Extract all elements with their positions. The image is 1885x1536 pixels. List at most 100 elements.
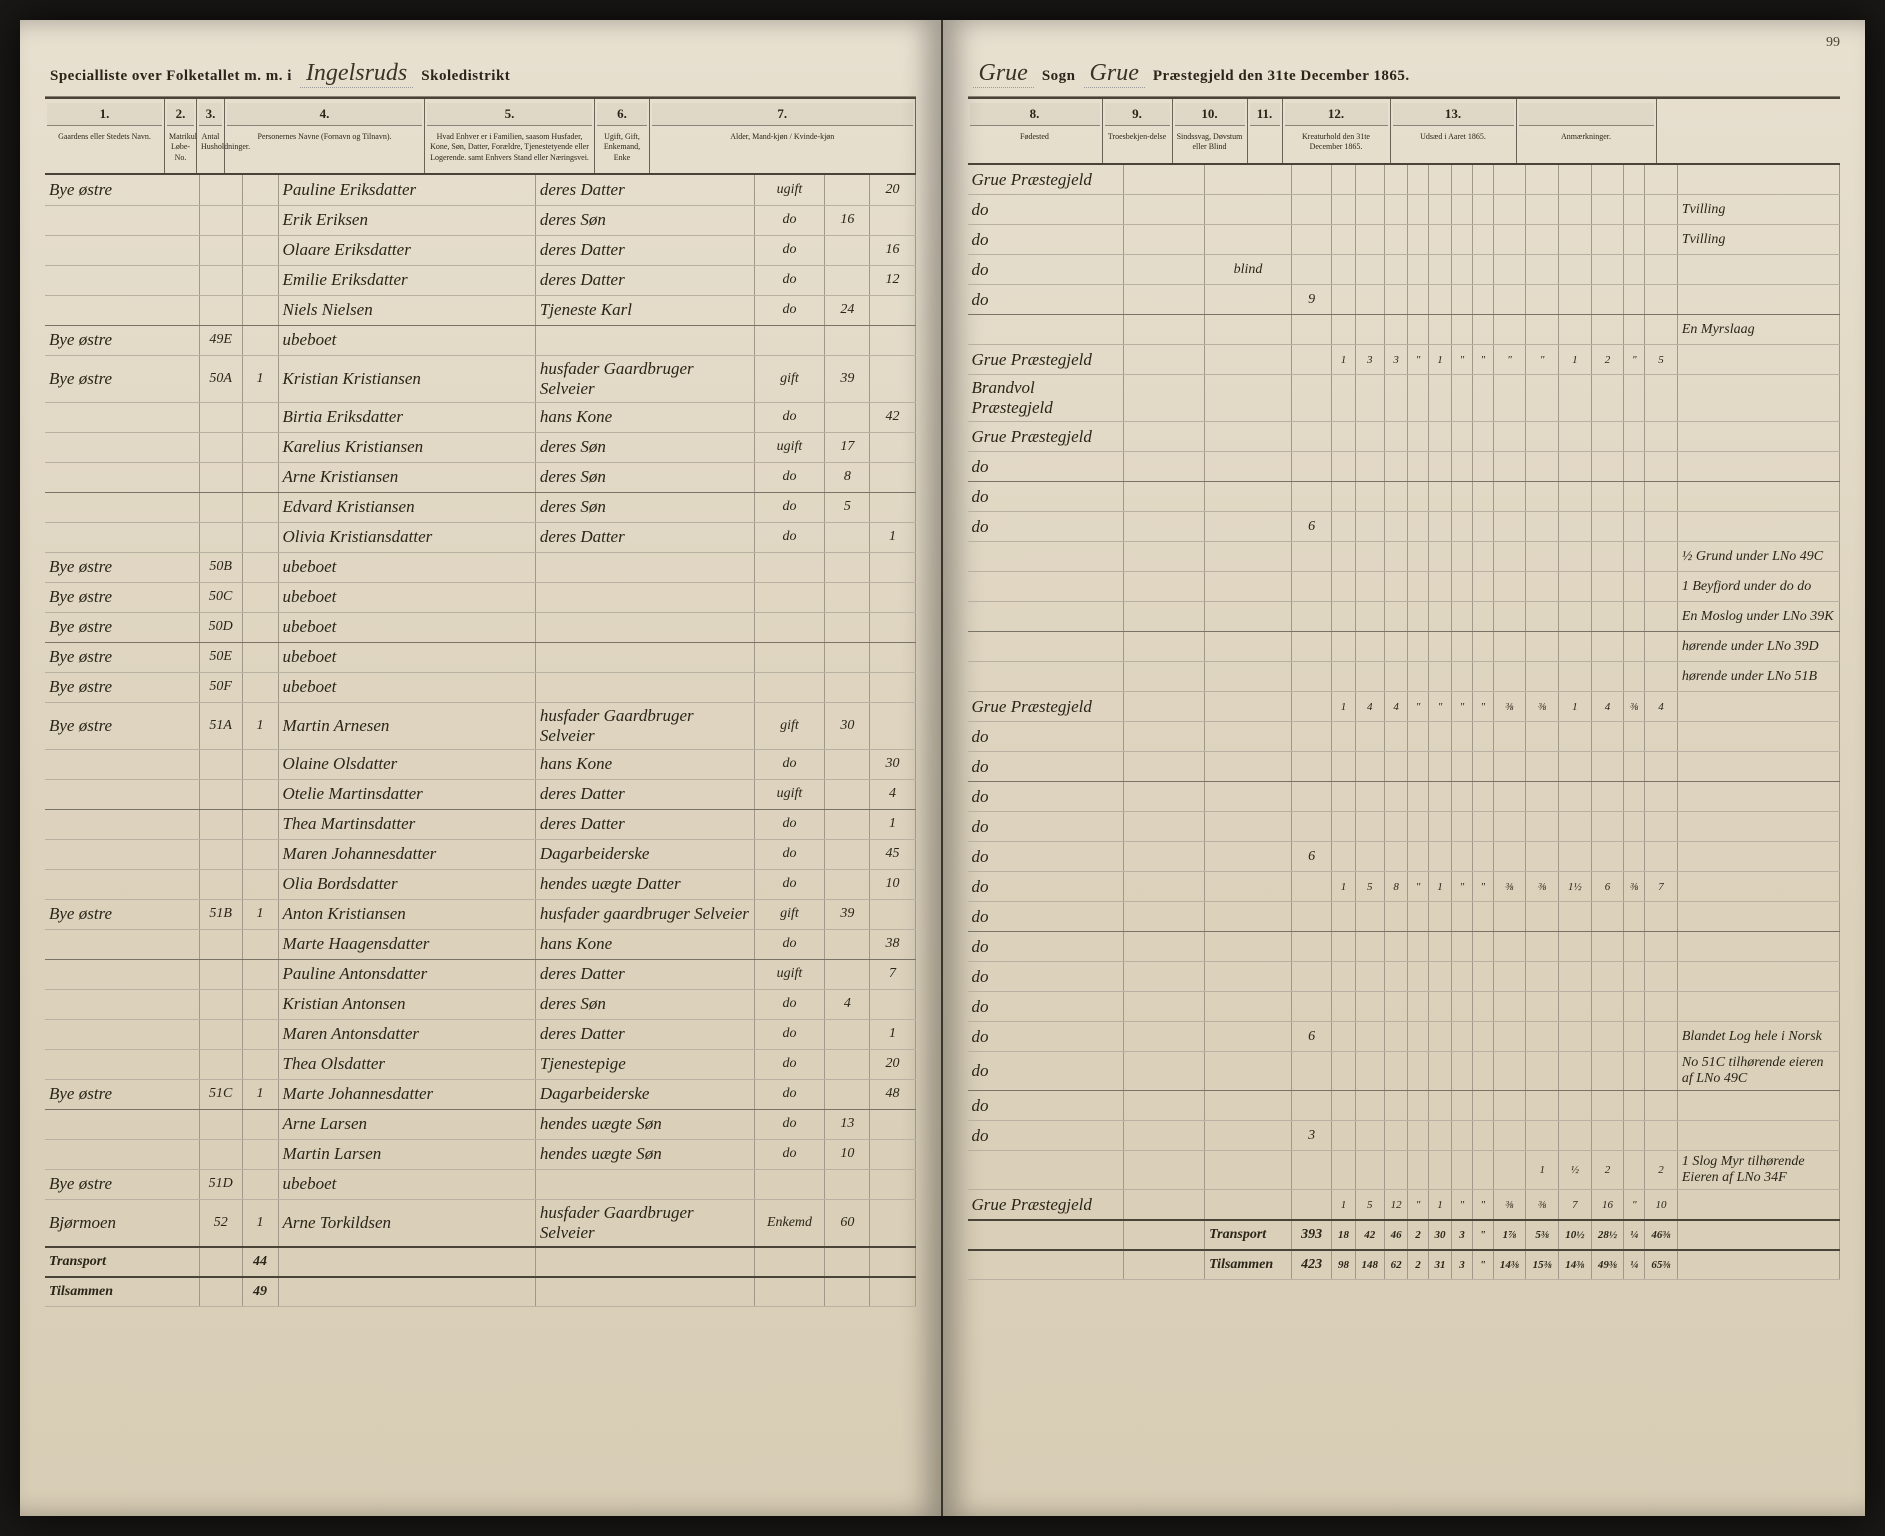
status-cell: do [754, 1049, 825, 1079]
remarks-cell [1677, 962, 1839, 992]
farm-cell: Bye østre [45, 1169, 199, 1199]
condition-cell [1205, 225, 1292, 255]
table-row: doNo 51C tilhørende eieren af LNo 49C [968, 1052, 1840, 1091]
livestock-cell [1428, 722, 1451, 752]
name-cell: Arne Torkildsen [278, 1199, 535, 1247]
farm-cell [45, 432, 199, 462]
count-cell [1291, 752, 1331, 782]
livestock-cell [1385, 632, 1408, 662]
seed-cell [1493, 572, 1526, 602]
table-row: Bjørmoen521Arne Torkildsenhusfader Gaard… [45, 1199, 915, 1247]
name-cell: Olivia Kristiansdatter [278, 522, 535, 552]
age-male-cell [825, 869, 870, 899]
name-cell: ubeboet [278, 672, 535, 702]
seed-cell [1493, 602, 1526, 632]
farm-cell [45, 959, 199, 989]
count-cell [1291, 932, 1331, 962]
name-cell: Emilie Eriksdatter [278, 265, 535, 295]
birthplace-cell [968, 572, 1124, 602]
livestock-cell [1355, 752, 1385, 782]
livestock-cell [1385, 452, 1408, 482]
seed-cell [1526, 1052, 1559, 1091]
farm-cell: Bye østre [45, 899, 199, 929]
condition-cell [1205, 1091, 1292, 1121]
seed-cell [1472, 992, 1493, 1022]
seed-cell [1526, 572, 1559, 602]
relation-cell [535, 325, 754, 355]
table-row: Maren Antonsdatterderes Datterdo1 [45, 1019, 915, 1049]
age-female-cell: 16 [870, 235, 915, 265]
matrikul-cell: 51B [199, 899, 242, 929]
livestock-cell [1428, 632, 1451, 662]
count-cell [1291, 572, 1331, 602]
household-cell [242, 869, 278, 899]
household-cell [242, 749, 278, 779]
livestock-cell [1452, 255, 1473, 285]
seed-cell [1526, 512, 1559, 542]
age-female-cell: 12 [870, 265, 915, 295]
status-cell: gift [754, 355, 825, 402]
table-row: 1 Beyfjord under do do [968, 572, 1840, 602]
count-cell [1291, 345, 1331, 375]
livestock-cell [1332, 452, 1355, 482]
seed-cell [1559, 375, 1592, 422]
header-printed-1: Specialliste over Folketallet m. m. i [50, 68, 292, 85]
religion-cell [1124, 422, 1205, 452]
matrikul-cell [199, 1139, 242, 1169]
status-cell [754, 642, 825, 672]
livestock-cell [1332, 1151, 1355, 1190]
status-cell: ugift [754, 779, 825, 809]
age-female-cell: 7 [870, 959, 915, 989]
status-cell: ugift [754, 175, 825, 205]
seed-cell [1624, 542, 1645, 572]
birthplace-cell: do [968, 872, 1124, 902]
livestock-cell [1355, 452, 1385, 482]
livestock-cell [1355, 932, 1385, 962]
seed-cell [1493, 255, 1526, 285]
table-row: Birtia Eriksdatterhans Konedo42 [45, 402, 915, 432]
seed-cell [1559, 195, 1592, 225]
name-cell: Thea Martinsdatter [278, 809, 535, 839]
status-cell: do [754, 492, 825, 522]
remarks-cell [1677, 992, 1839, 1022]
livestock-cell [1355, 632, 1385, 662]
seed-cell [1591, 902, 1624, 932]
livestock-cell [1332, 602, 1355, 632]
livestock-cell [1385, 572, 1408, 602]
seed-cell [1493, 992, 1526, 1022]
livestock-cell: 1 [1428, 872, 1451, 902]
livestock-cell [1355, 812, 1385, 842]
seed-cell [1624, 165, 1645, 195]
table-row: do [968, 722, 1840, 752]
birthplace-cell: do [968, 482, 1124, 512]
birthplace-cell: do [968, 452, 1124, 482]
livestock-cell [1408, 662, 1429, 692]
livestock-cell [1428, 422, 1451, 452]
livestock-cell [1408, 902, 1429, 932]
matrikul-cell: 50B [199, 552, 242, 582]
livestock-cell [1332, 902, 1355, 932]
livestock-cell: " [1408, 345, 1429, 375]
seed-cell [1624, 752, 1645, 782]
name-cell: Niels Nielsen [278, 295, 535, 325]
livestock-cell: 1 [1428, 345, 1451, 375]
livestock-cell [1355, 992, 1385, 1022]
seed-cell [1559, 1091, 1592, 1121]
seed-cell: ⅜ [1493, 692, 1526, 722]
seed-cell [1493, 812, 1526, 842]
livestock-cell [1332, 225, 1355, 255]
livestock-cell [1408, 632, 1429, 662]
seed-cell [1591, 992, 1624, 1022]
seed-cell [1591, 932, 1624, 962]
household-cell [242, 522, 278, 552]
livestock-cell: 5 [1355, 1190, 1385, 1220]
matrikul-cell: 50A [199, 355, 242, 402]
status-cell: do [754, 869, 825, 899]
remarks-cell [1677, 782, 1839, 812]
seed-cell [1493, 752, 1526, 782]
matrikul-cell [199, 205, 242, 235]
seed-cell [1591, 812, 1624, 842]
livestock-cell [1452, 1022, 1473, 1052]
condition-cell [1205, 932, 1292, 962]
seed-cell [1559, 902, 1592, 932]
